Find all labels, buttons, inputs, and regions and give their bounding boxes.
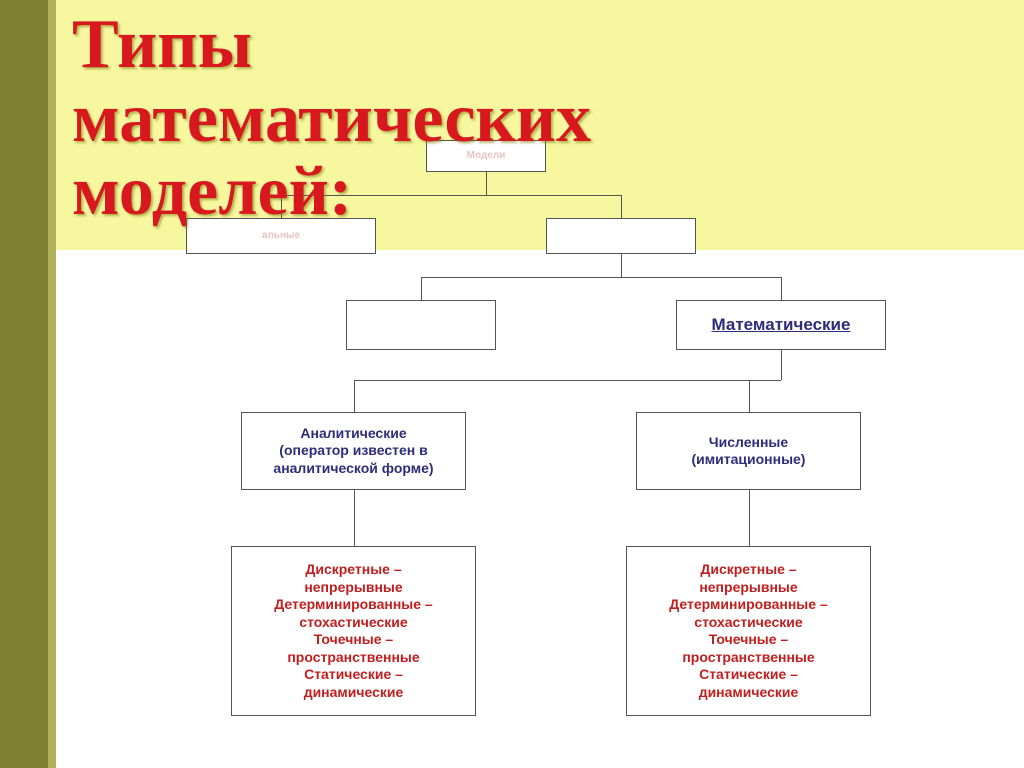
node-line: Дискретные – [305,561,401,579]
flowchart-edge [621,277,781,278]
node-line: пространственные [682,649,814,667]
node-line: динамические [699,684,799,702]
node-line: непрерывные [304,579,402,597]
node-line: аналитической форме) [273,460,433,478]
sidebar-olive-light [48,0,56,768]
flowchart-edge [421,277,422,300]
node-line: Детерминированные – [274,596,432,614]
flowchart-edge [354,380,781,381]
node-line: Точечные – [709,631,788,649]
flowchart-node-numeric: Численные(имитационные) [636,412,861,490]
node-line: стохастические [694,614,802,632]
sidebar-olive [0,0,48,768]
flowchart-edge [749,490,750,546]
node-line: непрерывные [699,579,797,597]
node-line: стохастические [299,614,407,632]
title-line: моделей: [72,155,591,229]
flowchart-edge [421,277,621,278]
flowchart-node-math: Математические [676,300,886,350]
flowchart-node-verbal [346,300,496,350]
title-line: Типы [72,8,591,82]
flowchart-edge [749,380,750,412]
node-line: Численные [709,434,788,452]
node-line: динамические [304,684,404,702]
node-line: Математические [712,314,851,335]
page-title: Типыматематическихмоделей: [72,8,591,229]
node-line: Детерминированные – [669,596,827,614]
flowchart-edge [621,195,622,218]
node-line: пространственные [287,649,419,667]
node-line: (имитационные) [692,451,806,469]
node-line: альные [262,230,300,243]
title-line: математических [72,82,591,156]
flowchart-edge [749,380,781,381]
node-line: Точечные – [314,631,393,649]
flowchart-edge [621,254,622,277]
node-line: Статические – [699,666,798,684]
node-line: (оператор известен в [279,442,427,460]
flowchart-edge [354,380,355,412]
flowchart-edge [781,277,782,300]
flowchart-node-props_right: Дискретные –непрерывныеДетерминированные… [626,546,871,716]
flowchart-edge [354,490,355,546]
flowchart-node-analytic: Аналитические(оператор известен ваналити… [241,412,466,490]
flowchart-node-props_left: Дискретные –непрерывныеДетерминированные… [231,546,476,716]
node-line: Статические – [304,666,403,684]
node-line: Аналитические [300,425,406,443]
flowchart-edge [781,350,782,380]
node-line: Дискретные – [700,561,796,579]
